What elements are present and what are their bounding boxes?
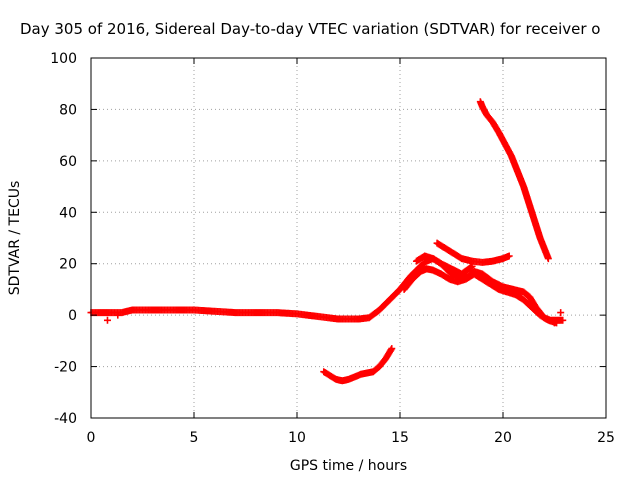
y-tick-label: 100 bbox=[50, 51, 77, 67]
data-point bbox=[557, 309, 565, 317]
data-point bbox=[467, 263, 475, 271]
data-point bbox=[505, 252, 513, 260]
data-point bbox=[114, 311, 122, 319]
y-tick-label: 40 bbox=[59, 205, 77, 221]
x-tick-label: 25 bbox=[597, 430, 615, 446]
y-tick-label: 60 bbox=[59, 154, 77, 170]
y-tick-label: 20 bbox=[59, 257, 77, 273]
x-tick-label: 15 bbox=[391, 430, 409, 446]
y-tick-label: -40 bbox=[54, 411, 77, 427]
data-point bbox=[468, 262, 476, 270]
x-tick-label: 5 bbox=[190, 430, 199, 446]
x-tick-label: 20 bbox=[494, 430, 512, 446]
data-point bbox=[388, 345, 396, 353]
data-point bbox=[103, 316, 111, 324]
x-tick-label: 10 bbox=[288, 430, 306, 446]
plot-frame bbox=[90, 57, 607, 419]
y-tick-label: 0 bbox=[68, 308, 77, 324]
grid-lines bbox=[91, 58, 606, 418]
axis-ticks: 0 5 10 15 20 25 -40 -20 0 20 40 60 80 100 bbox=[50, 51, 615, 446]
x-axis-label: GPS time / hours bbox=[290, 458, 407, 474]
y-tick-label: 80 bbox=[59, 102, 77, 118]
data-point bbox=[544, 255, 552, 263]
x-tick-label: 0 bbox=[87, 430, 96, 446]
chart-title: Day 305 of 2016, Sidereal Day-to-day VTE… bbox=[20, 20, 600, 38]
data-points bbox=[87, 98, 567, 385]
data-point bbox=[551, 319, 558, 327]
y-axis-label: SDTVAR / TECUs bbox=[7, 181, 23, 296]
data-point bbox=[559, 316, 567, 324]
y-tick-label: -20 bbox=[54, 360, 77, 376]
